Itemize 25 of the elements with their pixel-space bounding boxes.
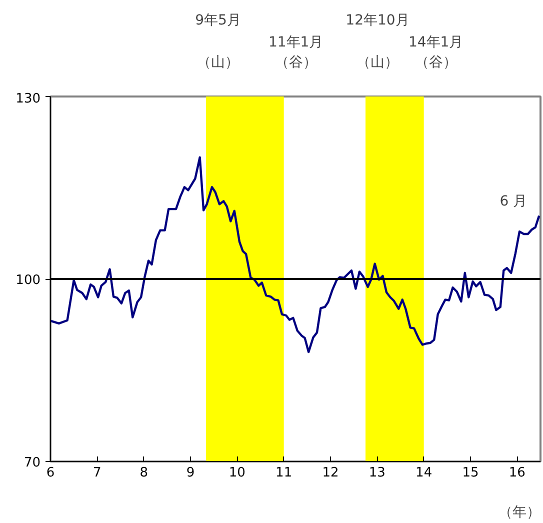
x-axis-title: （年）: [498, 504, 540, 520]
x-tick-label: 8: [140, 466, 148, 480]
text: 12年10月: [346, 12, 410, 28]
x-tick-label: 11: [276, 466, 292, 480]
x-tick-label: 10: [228, 466, 246, 480]
text: 14年1月: [408, 34, 464, 50]
x-tick-label: 12: [322, 466, 339, 480]
text: 9年5月: [195, 12, 241, 28]
x-tick-label: 7: [93, 466, 102, 480]
y-tick-label: 100: [16, 273, 41, 288]
text: （山）: [197, 54, 240, 70]
x-tick-label: 6: [46, 466, 55, 480]
x-tick-label: 9: [186, 466, 195, 480]
line-series: [50, 156, 540, 354]
text: （谷）: [414, 54, 457, 70]
x-tick-label: 14: [416, 466, 432, 480]
annotation: 6 月: [500, 194, 528, 210]
x-tick-label: 13: [368, 466, 386, 480]
y-tick-label: 70: [24, 456, 41, 470]
x-tick-label: 16: [508, 466, 526, 480]
x-tick-label: 15: [462, 466, 479, 480]
text: 11年1月: [268, 34, 324, 50]
text: （谷）: [274, 54, 317, 70]
y-tick-label: 130: [16, 92, 41, 106]
text: （山）: [356, 54, 398, 70]
